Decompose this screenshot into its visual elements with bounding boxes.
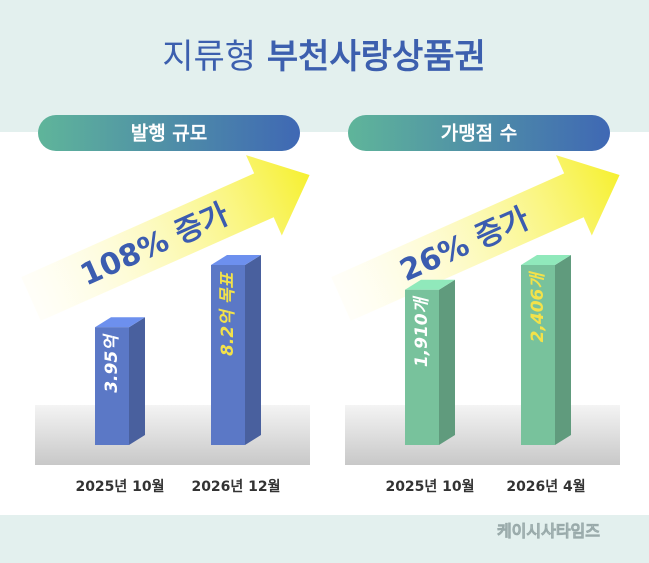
bar (405, 289, 439, 445)
arrow-shape (21, 155, 310, 321)
bar-side (245, 255, 261, 445)
bar-side (439, 279, 455, 445)
bar (521, 265, 555, 445)
footer-band (0, 515, 649, 563)
bar-side (555, 255, 571, 445)
x-tick-label: 2026년 12월 (191, 478, 280, 495)
bar-top (95, 317, 145, 328)
section-title: 발행 규모 (131, 123, 208, 145)
section-title: 가맹점 수 (441, 123, 518, 145)
bar (95, 327, 129, 445)
bar-top (521, 255, 571, 265)
bar-side (129, 317, 145, 445)
value-label: 2,406개 (528, 271, 548, 343)
bar-top (405, 279, 455, 290)
x-tick-label: 2025년 10월 (75, 478, 164, 495)
x-tick-label: 2026년 4월 (506, 478, 585, 495)
title-light: 지류형 (162, 37, 256, 77)
value-label: 1,910개 (412, 295, 432, 367)
source: 케이시사타임즈 (497, 522, 600, 541)
title-bold: 부천사랑상품권 (267, 37, 486, 77)
header-band (0, 0, 649, 132)
floor (35, 405, 310, 465)
x-tick-label: 2025년 10월 (385, 478, 474, 495)
bar (211, 265, 245, 445)
bar-top (211, 255, 261, 265)
section-pill (38, 115, 300, 151)
section-pill (348, 115, 610, 151)
page-title: 지류형 부천사랑상품권 (162, 37, 486, 77)
value-label: 3.95억 (102, 333, 122, 393)
arrow-shape (331, 155, 620, 321)
value-label: 8.2억 목표 (218, 271, 238, 356)
floor (345, 405, 620, 465)
